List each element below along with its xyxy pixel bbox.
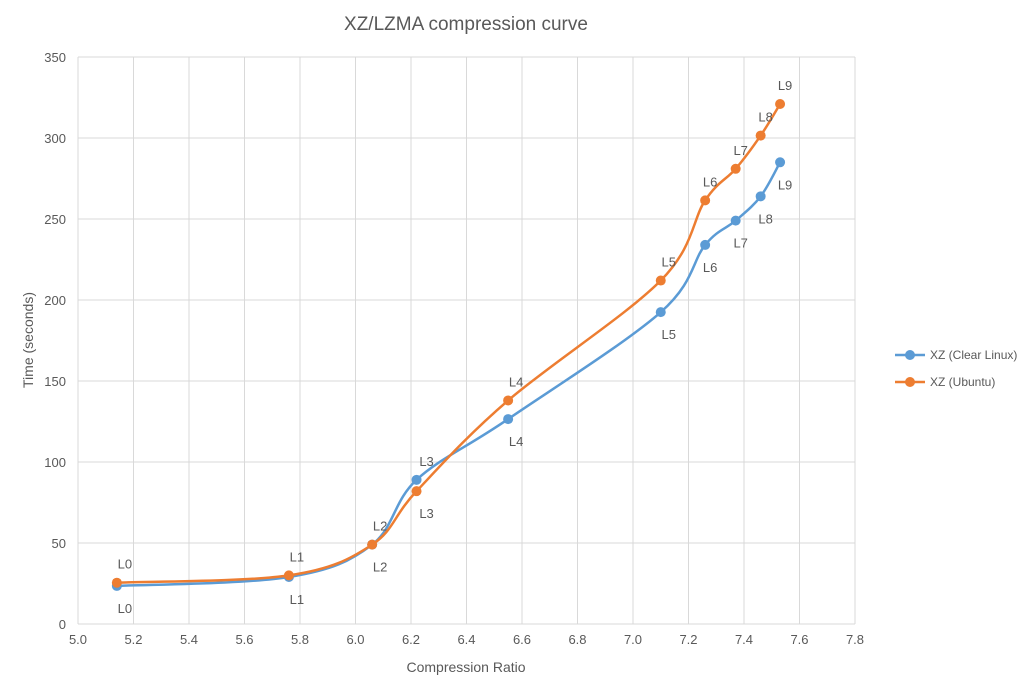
series-group: L0 L1 L2 L3 L4 L5 L6 L7 L8 L9 L0 L1 L2 L3 L4 L5 L6 L7 L8 L9 <box>111 78 792 616</box>
legend-entry: XZ (Clear Linux) <box>930 348 1017 362</box>
data-label: L8 <box>758 211 772 226</box>
data-label: L7 <box>733 143 747 158</box>
data-point <box>775 98 786 109</box>
x-tick-label: 5.6 <box>235 632 253 647</box>
data-label: L9 <box>778 78 792 93</box>
x-tick-label: 7.0 <box>624 632 642 647</box>
x-tick-label: 5.0 <box>69 632 87 647</box>
data-point <box>655 275 666 286</box>
y-tick-label: 350 <box>44 50 66 65</box>
data-point <box>730 215 741 226</box>
x-tick-label: 5.2 <box>124 632 142 647</box>
y-tick-label: 200 <box>44 293 66 308</box>
data-point <box>755 130 766 141</box>
data-point <box>730 163 741 174</box>
data-point <box>503 414 514 425</box>
legend-marker <box>905 350 915 360</box>
series-1: L0 L1 L2 L3 L4 L5 L6 L7 L8 L9 <box>111 78 792 588</box>
x-axis-label: Compression Ratio <box>406 659 525 675</box>
x-tick-label: 7.2 <box>679 632 697 647</box>
data-point <box>367 539 378 550</box>
legend: XZ (Clear Linux) XZ (Ubuntu) <box>895 348 1017 389</box>
x-tick-label: 6.2 <box>402 632 420 647</box>
gridlines <box>77 56 856 625</box>
data-point <box>411 486 422 497</box>
y-axis-label: Time (seconds) <box>20 292 36 388</box>
series-line <box>116 103 782 584</box>
legend-marker <box>905 377 915 387</box>
y-tick-label: 0 <box>59 617 66 632</box>
x-tick-label: 5.4 <box>180 632 198 647</box>
x-tick-label: 6.4 <box>457 632 475 647</box>
x-tick-label: 6.6 <box>513 632 531 647</box>
data-label: L3 <box>419 454 433 469</box>
tick-labels: 5.0 5.2 5.4 5.6 5.8 6.0 6.2 6.4 6.6 6.8 7.0 7.2 7.4 7… <box>44 50 864 647</box>
data-point <box>700 239 711 250</box>
y-tick-label: 100 <box>44 455 66 470</box>
x-tick-label: 7.4 <box>735 632 753 647</box>
data-label: L6 <box>703 174 717 189</box>
y-tick-label: 300 <box>44 131 66 146</box>
data-point <box>700 195 711 206</box>
x-tick-label: 5.8 <box>291 632 309 647</box>
data-label: L5 <box>662 255 676 270</box>
data-point <box>411 474 422 485</box>
data-point <box>655 307 666 318</box>
data-label: L2 <box>373 519 387 534</box>
y-tick-label: 150 <box>44 374 66 389</box>
data-point <box>111 577 122 588</box>
legend-entry: XZ (Ubuntu) <box>930 375 995 389</box>
y-tick-label: 250 <box>44 212 66 227</box>
y-tick-label: 50 <box>52 536 66 551</box>
data-point <box>283 570 294 581</box>
data-label: L0 <box>118 601 132 616</box>
data-label: L1 <box>290 549 304 564</box>
series-line <box>116 161 782 588</box>
x-tick-label: 6.0 <box>346 632 364 647</box>
data-point <box>503 395 514 406</box>
data-label: L3 <box>419 506 433 521</box>
series-0: L0 L1 L2 L3 L4 L5 L6 L7 L8 L9 <box>111 157 792 616</box>
x-tick-label: 7.8 <box>846 632 864 647</box>
data-label: L9 <box>778 177 792 192</box>
data-label: L2 <box>373 560 387 575</box>
data-label: L6 <box>703 260 717 275</box>
data-label: L5 <box>662 327 676 342</box>
data-label: L1 <box>290 592 304 607</box>
data-point <box>775 157 786 168</box>
data-label: L8 <box>758 110 772 125</box>
data-point <box>755 191 766 202</box>
data-label: L4 <box>509 434 523 449</box>
x-tick-label: 6.8 <box>568 632 586 647</box>
data-label: L0 <box>118 557 132 572</box>
data-label: L7 <box>733 236 747 251</box>
chart-title: XZ/LZMA compression curve <box>344 14 588 35</box>
data-label: L4 <box>509 374 523 389</box>
x-tick-label: 7.6 <box>790 632 808 647</box>
